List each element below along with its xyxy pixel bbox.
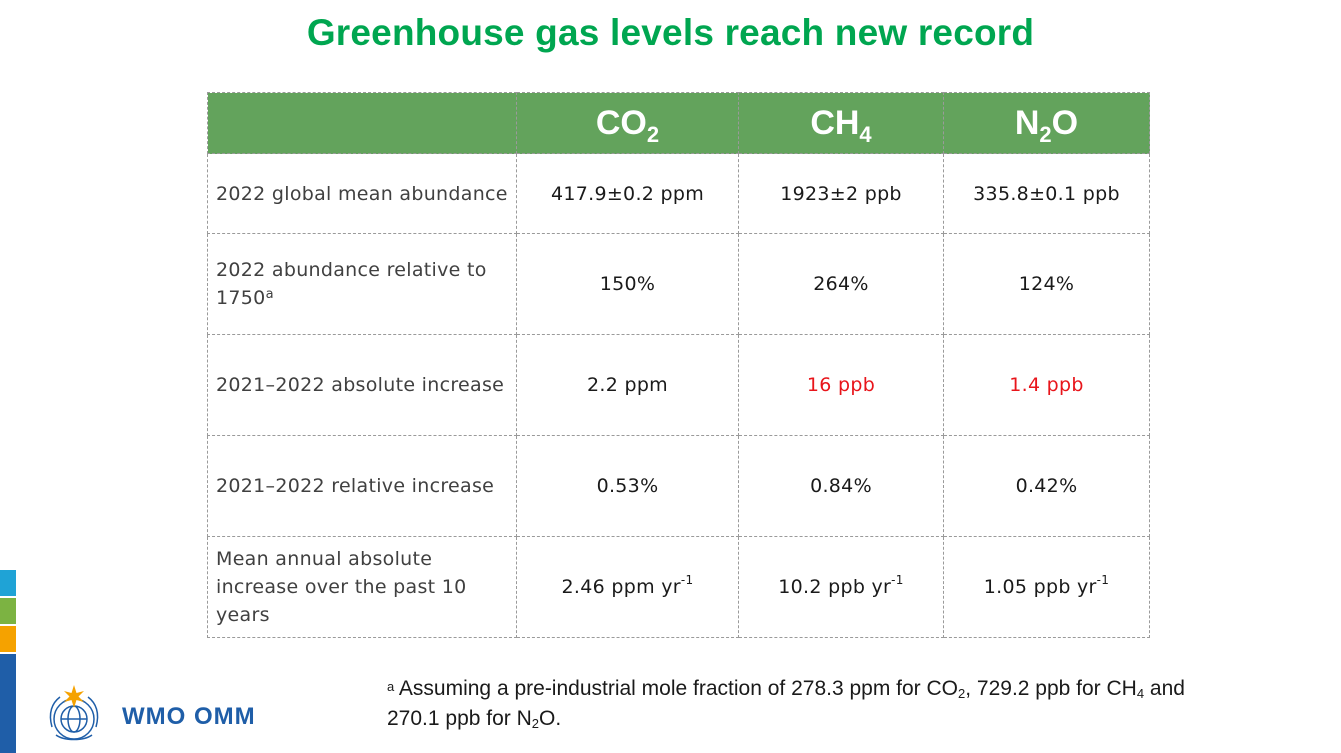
side-color-bar-blue (0, 570, 16, 596)
wmo-emblem-icon (49, 685, 99, 741)
table-row: Mean annual absolute increase over the p… (207, 536, 1150, 638)
side-color-bar-green (0, 598, 16, 624)
table-row: 2022 global mean abundance 417.9±0.2 ppm… (207, 153, 1150, 234)
value-cell-ch4-highlight: 16 ppb (738, 334, 944, 436)
header-co2: CO2 (516, 92, 739, 154)
table-row: 2021–2022 absolute increase 2.2 ppm 16 p… (207, 334, 1150, 436)
table-header-row: CO2 CH4 N2O (207, 92, 1150, 154)
row-label: 2021–2022 relative increase (207, 435, 517, 537)
row-label: 2022 abundance relative to 1750a (207, 233, 517, 335)
value-cell-co2: 2.46 ppm yr-1 (516, 536, 739, 638)
greenhouse-gas-table: CO2 CH4 N2O 2022 global mean abundance 4… (207, 92, 1150, 638)
value-cell-ch4: 1923±2 ppb (738, 153, 944, 234)
value-cell-ch4: 10.2 ppb yr-1 (738, 536, 944, 638)
row-label: 2021–2022 absolute increase (207, 334, 517, 436)
value-cell-co2: 417.9±0.2 ppm (516, 153, 739, 234)
value-cell-co2: 2.2 ppm (516, 334, 739, 436)
wmo-logo-text: WMO OMM (122, 703, 256, 730)
header-corner-cell (207, 92, 517, 154)
value-cell-n2o-highlight: 1.4 ppb (943, 334, 1150, 436)
footnote-marker: a (387, 679, 395, 694)
value-cell-co2: 0.53% (516, 435, 739, 537)
value-cell-n2o: 0.42% (943, 435, 1150, 537)
value-cell-n2o: 1.05 ppb yr-1 (943, 536, 1150, 638)
side-color-bar-orange (0, 626, 16, 652)
table-row: 2022 abundance relative to 1750a 150% 26… (207, 233, 1150, 335)
value-cell-n2o: 335.8±0.1 ppb (943, 153, 1150, 234)
header-n2o: N2O (943, 92, 1150, 154)
value-cell-ch4: 264% (738, 233, 944, 335)
page-title: Greenhouse gas levels reach new record (306, 12, 1035, 53)
value-cell-ch4: 0.84% (738, 435, 944, 537)
value-cell-co2: 150% (516, 233, 739, 335)
header-ch4: CH4 (738, 92, 944, 154)
footnote: a Assuming a pre-industrial mole fractio… (387, 677, 1185, 731)
row-label: 2022 global mean abundance (207, 153, 517, 234)
table-row: 2021–2022 relative increase 0.53% 0.84% … (207, 435, 1150, 537)
side-color-bar-navy (0, 654, 16, 753)
row-label: Mean annual absolute increase over the p… (207, 536, 517, 638)
value-cell-n2o: 124% (943, 233, 1150, 335)
